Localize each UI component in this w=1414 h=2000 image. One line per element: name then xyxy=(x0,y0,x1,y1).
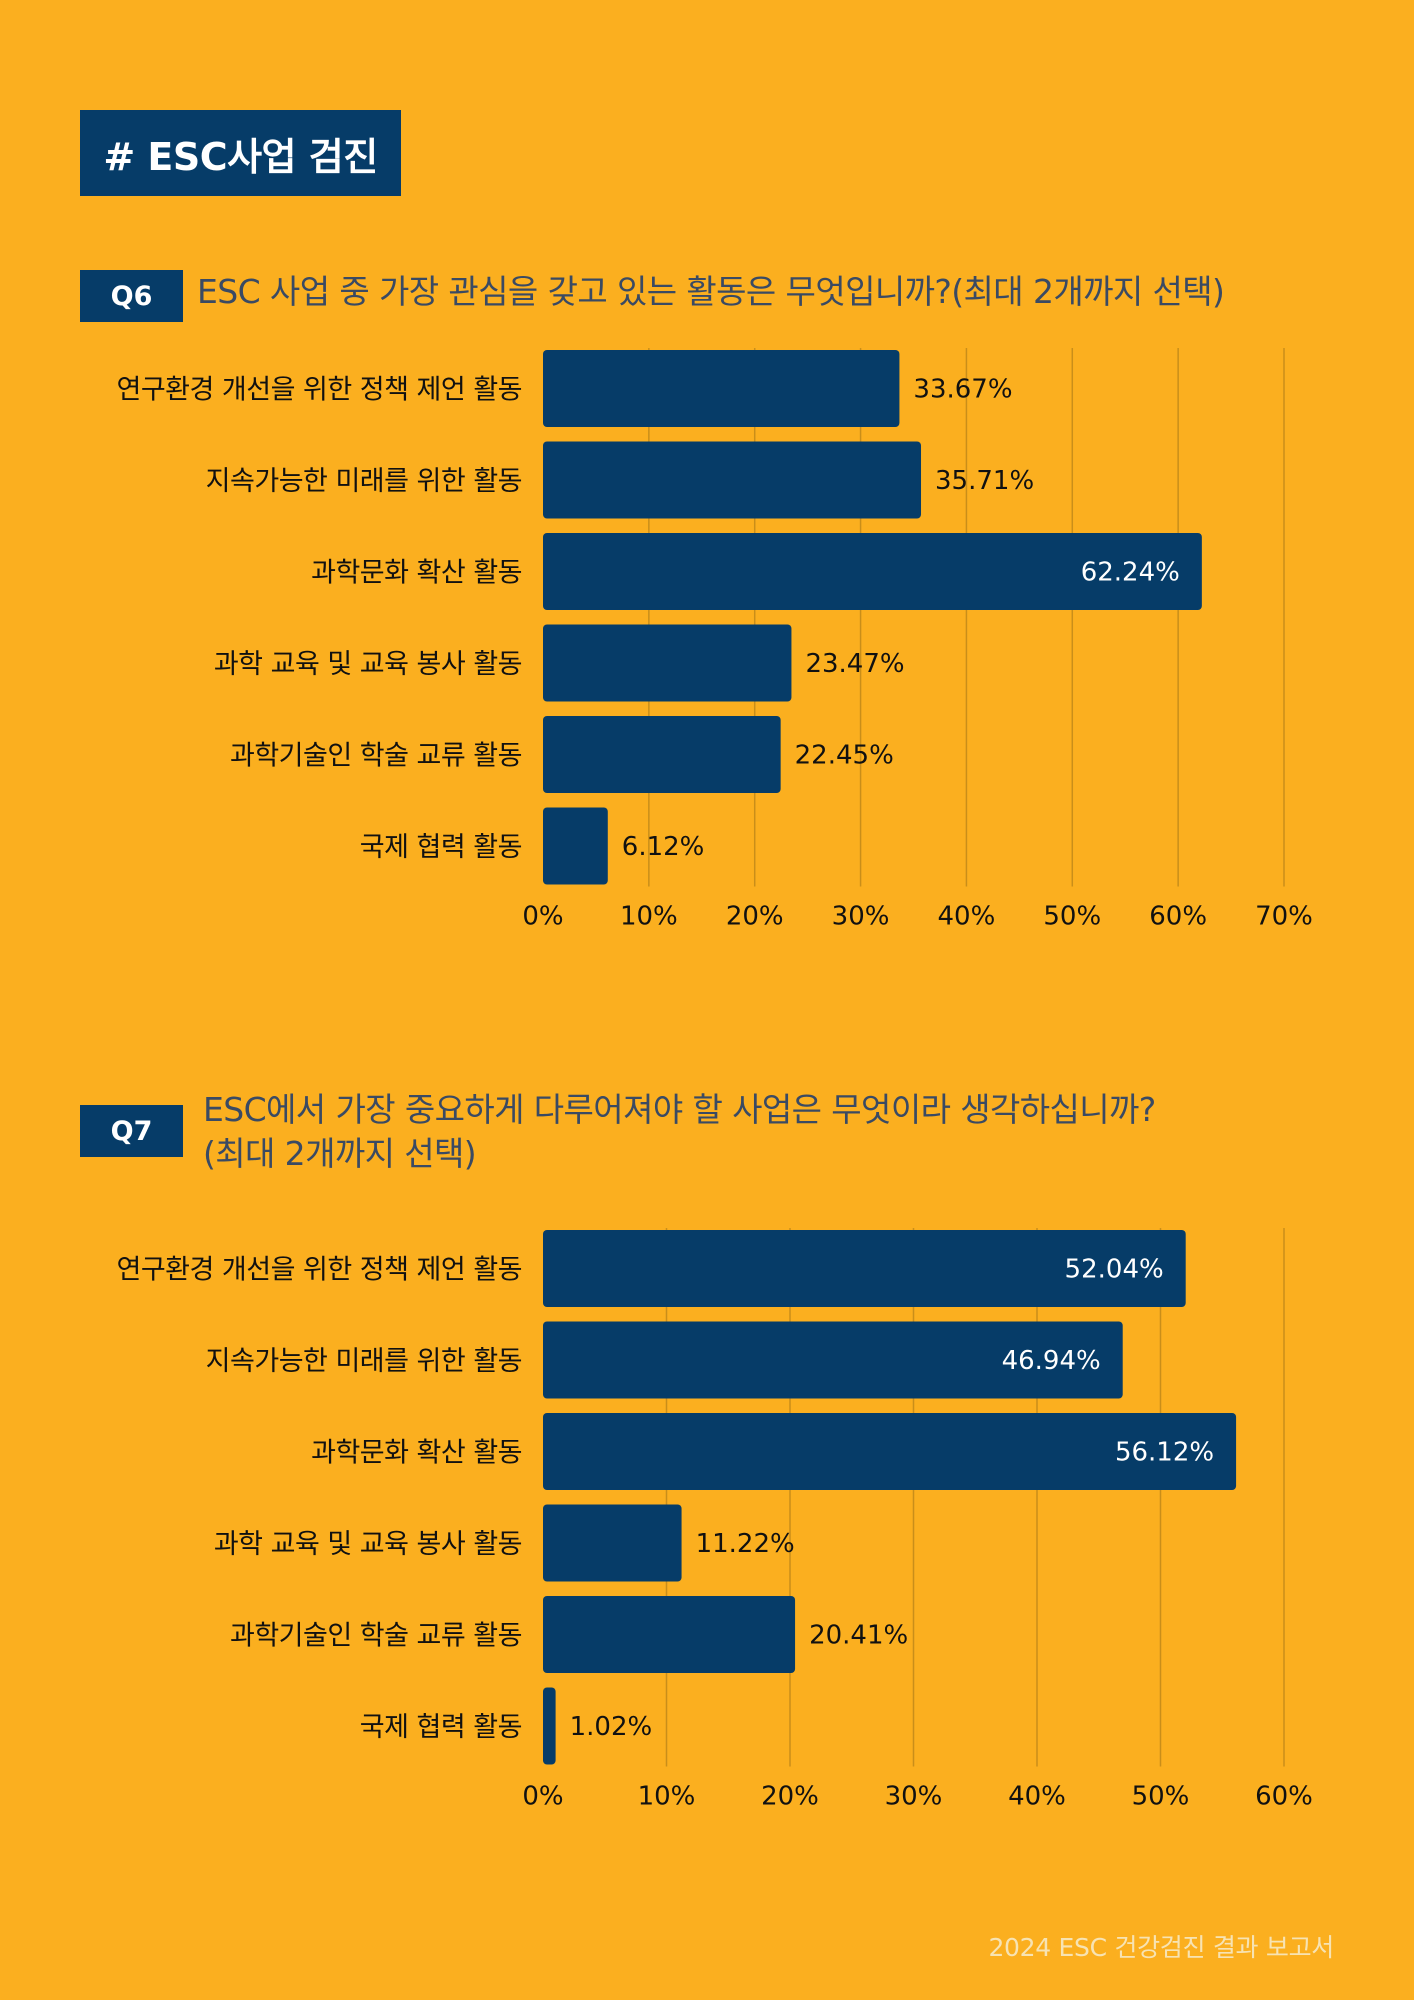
q7-x-tick-label: 30% xyxy=(885,1782,943,1812)
q6-category-label: 지속가능한 미래를 위한 활동 xyxy=(206,466,522,497)
q6-category-label: 과학문화 확산 활동 xyxy=(311,558,522,589)
q6-bar xyxy=(543,716,781,793)
q7-bar-chart: 0% 10% 20% 30% 40% 50% 60% 연구환경 개선을 위한 정책 제언 활동… xyxy=(0,1228,1414,1812)
q6-x-tick-label: 30% xyxy=(832,902,890,932)
q7-data-label: 11.22% xyxy=(696,1529,795,1559)
q7-x-tick-label: 0% xyxy=(522,1782,563,1812)
q7-x-tick-label: 20% xyxy=(761,1782,819,1812)
q6-x-tick-label: 50% xyxy=(1043,902,1101,932)
footer-report-title: 2024 ESC 건강검진 결과 보고서 xyxy=(988,1933,1334,1962)
q6-x-tick-label: 10% xyxy=(620,902,678,932)
q6-x-tick-label: 40% xyxy=(938,902,996,932)
q7-category-label: 국제 협력 활동 xyxy=(360,1712,522,1743)
q7-data-label: 46.94% xyxy=(1002,1346,1101,1376)
q6-x-tick-label: 60% xyxy=(1149,902,1207,932)
q7-data-label: 1.02% xyxy=(570,1712,653,1742)
q6-bar xyxy=(543,807,608,885)
q6-bar-chart: 0% 10% 20% 30% 40% 50% 60% 70% 연구환경 개선을 위한 정책 제언… xyxy=(0,348,1414,932)
q7-x-tick-label: 40% xyxy=(1008,1782,1066,1812)
q7-data-label: 20.41% xyxy=(809,1621,908,1651)
q7-data-label: 56.12% xyxy=(1115,1438,1214,1468)
q7-bar xyxy=(543,1596,796,1673)
q7-category-label: 지속가능한 미래를 위한 활동 xyxy=(206,1346,522,1377)
q6-x-tick-label: 70% xyxy=(1255,902,1313,932)
q6-bar xyxy=(543,441,922,519)
q6-data-label: 22.45% xyxy=(795,741,894,771)
q7-category-label: 과학 교육 및 교육 봉사 활동 xyxy=(214,1529,522,1560)
q6-data-label: 6.12% xyxy=(622,832,705,862)
q7-question-line1: ESC에서 가장 중요하게 다루어져야 할 사업은 무엇이라 생각하십니까? xyxy=(203,1090,1156,1129)
q6-question: ESC 사업 중 가장 관심을 갖고 있는 활동은 무엇입니까?(최대 2개까지… xyxy=(197,272,1225,311)
q7-bar xyxy=(543,1504,682,1582)
q6-x-tick-label: 20% xyxy=(726,902,784,932)
q7-question-line2: (최대 2개까지 선택) xyxy=(203,1134,477,1173)
q6-badge: Q6 xyxy=(80,270,183,322)
q6-category-label: 과학기술인 학술 교류 활동 xyxy=(230,741,522,772)
q7-bar xyxy=(543,1321,1123,1399)
q6-data-label: 35.71% xyxy=(935,466,1034,496)
q6-bar xyxy=(543,350,900,427)
q6-data-label: 62.24% xyxy=(1081,558,1180,588)
section-title-tag: # ESC사업 검진 xyxy=(80,110,401,196)
q7-category-label: 과학문화 확산 활동 xyxy=(311,1438,522,1469)
q6-x-tick-label: 0% xyxy=(522,902,563,932)
q7-x-tick-label: 50% xyxy=(1132,1782,1190,1812)
q6-category-label: 연구환경 개선을 위한 정책 제언 활동 xyxy=(116,375,522,406)
q7-badge: Q7 xyxy=(80,1105,183,1157)
q7-bar xyxy=(543,1230,1186,1307)
q6-category-label: 과학 교육 및 교육 봉사 활동 xyxy=(214,649,522,680)
q7-category-label: 과학기술인 학술 교류 활동 xyxy=(230,1621,522,1652)
q6-chart-svg: 0% 10% 20% 30% 40% 50% 60% 70% 연구환경 개선을 위한 정책 제언… xyxy=(116,348,1313,932)
q7-bar xyxy=(543,1413,1237,1490)
q7-x-tick-label: 10% xyxy=(638,1782,696,1812)
q6-data-label: 33.67% xyxy=(913,375,1012,405)
q6-data-label: 23.47% xyxy=(805,649,904,679)
q7-x-tick-label: 60% xyxy=(1255,1782,1313,1812)
q6-bar xyxy=(543,624,792,702)
q7-category-label: 연구환경 개선을 위한 정책 제언 활동 xyxy=(116,1255,522,1286)
q7-data-label: 52.04% xyxy=(1065,1255,1164,1285)
q6-category-label: 국제 협력 활동 xyxy=(360,832,522,863)
q7-bar xyxy=(543,1687,556,1765)
q7-chart-svg: 0% 10% 20% 30% 40% 50% 60% 연구환경 개선을 위한 정책 제언 활동… xyxy=(116,1228,1313,1812)
q6-bar xyxy=(543,533,1202,610)
